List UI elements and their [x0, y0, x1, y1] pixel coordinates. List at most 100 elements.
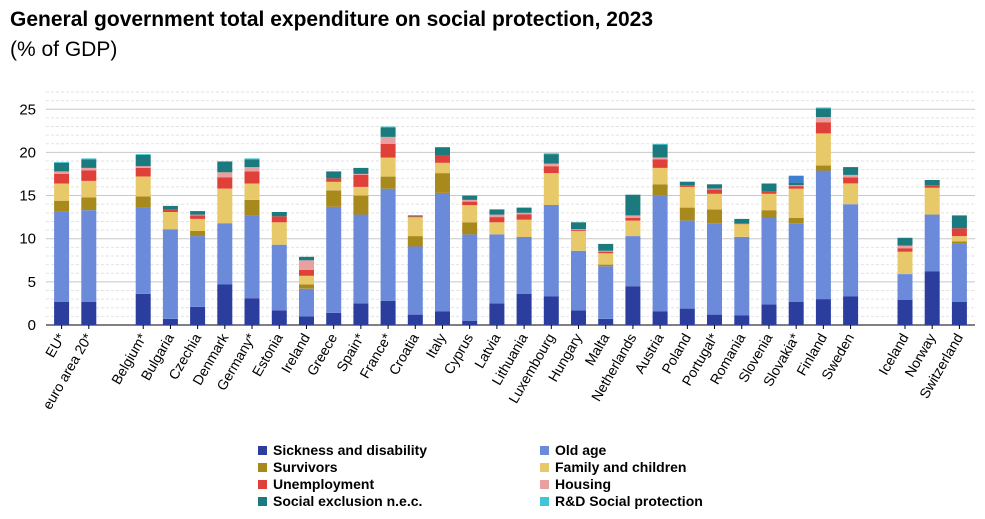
bar-segment	[244, 183, 260, 200]
bar-segment	[543, 166, 559, 174]
bar-segment	[924, 271, 940, 325]
bar-segment	[435, 155, 450, 163]
bar-segment	[162, 212, 178, 230]
bar-segment	[299, 256, 314, 261]
bar-segment	[380, 176, 396, 189]
bar-segment	[489, 303, 505, 325]
bar-segment	[516, 214, 532, 220]
y-tick-label: 0	[28, 317, 36, 334]
bar-stack	[571, 222, 586, 325]
legend-swatch	[258, 497, 267, 506]
bar-stack	[761, 183, 777, 325]
bar-segment	[707, 184, 722, 189]
legend-item: Housing	[540, 476, 611, 493]
bar-segment	[625, 236, 641, 287]
bar-segment	[571, 230, 586, 231]
y-tick-label: 20	[19, 144, 36, 161]
bar-segment	[815, 170, 831, 300]
bar-segment	[679, 181, 695, 186]
bar-segment	[924, 187, 940, 215]
bar-segment	[951, 215, 967, 229]
bar-segment	[897, 274, 913, 300]
bar-segment	[435, 193, 450, 312]
legend-label: Old age	[555, 442, 607, 458]
bar-segment	[489, 234, 505, 304]
bar-segment	[299, 269, 314, 276]
bar-segment	[326, 206, 342, 313]
bar-stack	[652, 143, 668, 325]
bar-segment	[244, 158, 260, 160]
bar-segment	[788, 301, 804, 325]
bar-segment	[217, 172, 233, 178]
bar-segment	[190, 211, 206, 215]
bar-segment	[81, 170, 97, 181]
bar-segment	[244, 298, 260, 325]
bar-segment	[734, 315, 750, 325]
legend-label: Survivors	[273, 459, 338, 475]
bar-segment	[81, 158, 97, 160]
bar-stack	[734, 218, 750, 325]
bar-stack	[353, 167, 369, 325]
bar-segment	[217, 223, 233, 285]
bar-segment	[815, 107, 831, 109]
bar-segment	[380, 143, 396, 158]
bar-segment	[679, 186, 695, 208]
bar-segment	[380, 127, 396, 137]
bar-segment	[924, 214, 940, 272]
bar-segment	[951, 301, 967, 325]
bar-segment	[815, 133, 831, 166]
bar-segment	[761, 218, 777, 305]
legend-item: Old age	[540, 442, 606, 459]
bar-segment	[271, 310, 287, 325]
bar-segment	[571, 250, 586, 311]
bar-segment	[543, 154, 559, 164]
bar-segment	[54, 212, 70, 302]
bar-segment	[652, 143, 668, 145]
bar-segment	[598, 253, 614, 265]
bar-segment	[326, 178, 342, 182]
bar-segment	[407, 236, 423, 247]
bar-segment	[435, 162, 450, 174]
bar-segment	[598, 250, 614, 252]
bar-segment	[897, 237, 913, 246]
bar-segment	[761, 304, 777, 325]
bar-segment	[135, 154, 151, 155]
bar-segment	[625, 220, 641, 237]
bar-segment	[299, 260, 314, 270]
bar-segment	[543, 153, 559, 155]
bar-stack	[380, 126, 396, 325]
bar-stack	[843, 167, 859, 325]
bar-segment	[190, 236, 206, 307]
chart-title: General government total expenditure on …	[10, 8, 653, 31]
bar-stack	[815, 107, 831, 325]
bar-segment	[462, 195, 478, 200]
bar-segment	[135, 155, 151, 167]
bar-segment	[299, 284, 314, 289]
legend-item: R&D Social protection	[540, 493, 703, 510]
category-label: Italy	[422, 331, 449, 361]
bar-segment	[625, 286, 641, 325]
bar-segment	[407, 217, 423, 237]
bar-segment	[54, 162, 70, 172]
bar-segment	[652, 311, 668, 325]
bar-stack	[407, 215, 423, 325]
bar-segment	[516, 212, 532, 215]
bar-stack	[299, 256, 314, 325]
bar-segment	[271, 222, 287, 245]
y-tick-label: 15	[19, 188, 36, 205]
legend-label: Sickness and disability	[273, 442, 428, 458]
legend-item: Family and children	[540, 459, 686, 476]
bar-segment	[625, 194, 641, 216]
bar-segment	[489, 209, 505, 215]
bar-segment	[707, 193, 722, 210]
bar-segment	[843, 174, 859, 178]
bar-segment	[407, 215, 423, 217]
bar-stack	[598, 243, 614, 325]
bar-segment	[489, 222, 505, 235]
bar-segment	[217, 284, 233, 325]
bar-segment	[815, 122, 831, 134]
bar-segment	[380, 157, 396, 177]
bar-segment	[679, 207, 695, 221]
bar-segment	[516, 237, 532, 294]
